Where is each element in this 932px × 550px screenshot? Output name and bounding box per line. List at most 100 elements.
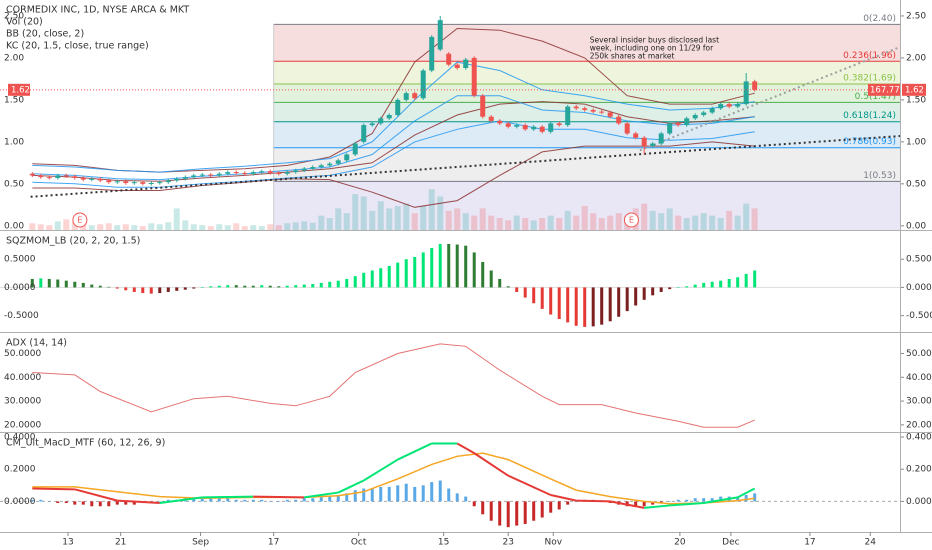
histogram-bar (81, 501, 85, 505)
histogram-bar (243, 499, 247, 502)
y-tick-label-right: 0.0000 (906, 497, 932, 507)
y-tick-label-left: 30.0000 (4, 397, 41, 407)
volume-bar (734, 215, 741, 230)
volume-bar (411, 213, 418, 230)
candle-body (157, 182, 163, 184)
volume-bar (284, 223, 291, 230)
histogram-bar (472, 501, 476, 507)
volume-bar (88, 225, 95, 230)
candle-body (514, 125, 520, 127)
candle-body (361, 125, 367, 142)
volume-bar (258, 226, 265, 230)
panel-title: CORMEDIX INC, 1D, NYSE ARCA & MKT (6, 5, 189, 16)
momentum-bar (421, 252, 425, 288)
momentum-bar (166, 287, 170, 292)
histogram-bar (132, 501, 136, 505)
histogram-bar (549, 501, 553, 513)
momentum-bar (455, 244, 459, 288)
momentum-bar (217, 285, 221, 288)
momentum-bar (396, 262, 400, 288)
fib-label: 0(2.40) (863, 14, 896, 24)
volume-bar (496, 218, 503, 230)
momentum-bar (676, 287, 680, 288)
candle-body (548, 123, 554, 132)
momentum-bar (481, 262, 485, 288)
volume-bar (403, 203, 410, 230)
momentum-bar (387, 265, 391, 288)
histogram-bar (702, 498, 706, 502)
overlay-upper (32, 61, 755, 173)
histogram-bar (753, 493, 757, 502)
histogram-bar (651, 501, 655, 505)
volume-bar (488, 215, 495, 230)
histogram-bar (30, 499, 34, 502)
overlay-basis (32, 101, 755, 182)
volume-bar (709, 215, 716, 230)
candle-body (63, 175, 69, 177)
legend-entry: Vol (20) (6, 17, 43, 28)
candle-body (242, 172, 248, 174)
y-tick-label-right: 0.5000 (906, 255, 932, 265)
candle-body (208, 174, 214, 176)
momentum-bar (200, 287, 204, 288)
momentum-bar (183, 287, 187, 290)
momentum-bar (651, 287, 655, 296)
histogram-bar (39, 499, 43, 502)
momentum-bar (659, 287, 663, 292)
macd-segment (737, 487, 756, 499)
momentum-bar (600, 287, 604, 325)
candle-body (752, 81, 758, 90)
overlay-basis (32, 95, 755, 181)
volume-bar (615, 213, 622, 230)
momentum-bar (591, 287, 595, 327)
volume-bar (607, 215, 614, 230)
candle-body (174, 178, 180, 181)
volume-bar (445, 210, 452, 230)
candle-body (582, 108, 588, 110)
y-tick-label-right: 50.0000 (906, 349, 932, 359)
volume-bar (301, 221, 308, 230)
volume-bar (352, 194, 359, 230)
candle-body (641, 137, 647, 147)
momentum-bar (489, 270, 493, 288)
candle-body (114, 181, 120, 183)
histogram-bar (294, 499, 298, 502)
histogram-bar (345, 493, 349, 502)
candle-body (55, 175, 61, 178)
macd-segment (507, 474, 552, 496)
momentum-bar (209, 286, 213, 288)
histogram-bar (634, 501, 638, 507)
y-tick-label-right: 30.0000 (906, 397, 932, 407)
histogram-bar (311, 498, 315, 502)
candle-body (505, 123, 511, 127)
histogram-bar (260, 499, 264, 502)
histogram-bar (557, 501, 561, 510)
candle-body (607, 112, 613, 117)
y-tick-label-left: 1.50 (4, 95, 24, 105)
momentum-bar (115, 287, 119, 289)
candle-body (437, 20, 443, 50)
y-tick-label-left: 0.2000 (4, 465, 36, 475)
momentum-bar (710, 281, 714, 288)
momentum-bar (727, 278, 731, 288)
momentum-bar (379, 268, 383, 288)
macd-segment (669, 502, 704, 507)
momentum-bar (430, 247, 434, 288)
volume-bar (522, 218, 529, 230)
volume-bar (462, 213, 469, 230)
earnings-marker (623, 212, 639, 228)
candle-body (310, 167, 316, 169)
histogram-bar (430, 482, 434, 502)
macd-segment (202, 495, 254, 499)
earnings-label: E (77, 216, 82, 225)
volume-bar (114, 225, 121, 230)
candle-body (471, 57, 477, 96)
y-tick-label-right: 0.00 (906, 221, 926, 231)
volume-bar (46, 225, 53, 230)
momentum-bar (132, 287, 136, 292)
momentum-bar (345, 278, 349, 288)
momentum-bar (251, 285, 255, 288)
panel-title: ADX (14, 14) (6, 338, 67, 349)
candle-body (395, 99, 401, 115)
candle-body (259, 171, 265, 173)
